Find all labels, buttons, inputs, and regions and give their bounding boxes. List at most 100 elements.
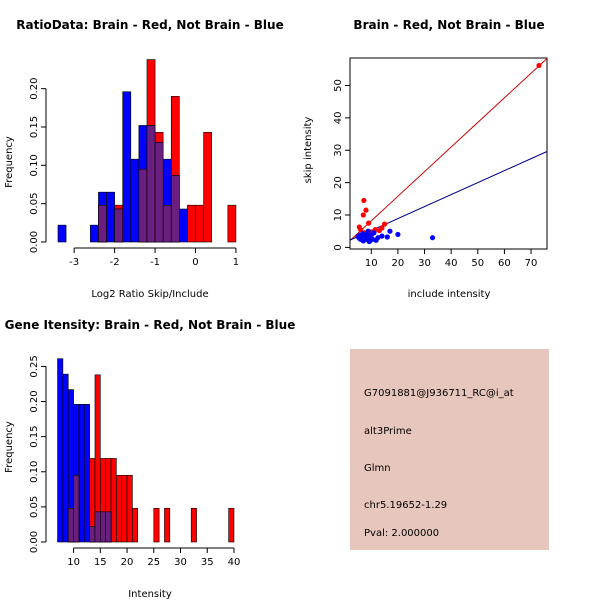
x-tick-label: 0	[192, 257, 198, 268]
brain-point	[536, 62, 542, 69]
brain-point	[366, 220, 372, 226]
scatter-points	[355, 62, 542, 245]
y-tick-label: 0.05	[29, 496, 40, 518]
y-tick-label: 0.25	[29, 355, 40, 377]
x-tick-label: 1	[233, 257, 239, 268]
scatter-title: Brain - Red, Not Brain - Blue	[353, 18, 544, 32]
y-tick-label: 0.05	[29, 193, 40, 215]
overlap-bar	[100, 511, 106, 543]
scatter-x-axis: 10 20 30 40 50 60 70	[365, 248, 538, 269]
event-type-text: alt3Prime	[364, 426, 412, 437]
not-brain-bar	[57, 358, 64, 543]
ratio-histogram-y-axis: 0.00 0.05 0.10 0.15 0.20	[29, 78, 47, 253]
brain-point	[360, 212, 366, 218]
intensity-histogram-y-axis: 0.00 0.05 0.10 0.15 0.20 0.25	[29, 355, 47, 553]
overlap-bar	[67, 507, 74, 543]
scatter-plot-frame	[349, 57, 548, 250]
scatter-ylabel: skip intensity	[303, 117, 314, 184]
brain-point	[361, 197, 367, 204]
ratio-histogram-bars	[57, 59, 237, 243]
scatter-y-axis: 0 10 20 30 40 50	[333, 79, 350, 251]
overlap-bar	[138, 168, 148, 243]
not-brain-bar	[62, 373, 69, 543]
x-tick-label: 15	[94, 557, 107, 568]
pval-text: Pval: 2.000000	[364, 528, 439, 539]
y-tick-label: 10	[333, 209, 344, 222]
x-tick-label: 40	[445, 258, 458, 269]
y-tick-label: 0.00	[29, 231, 40, 253]
x-tick-label: 25	[147, 557, 160, 568]
brain-bar	[164, 507, 171, 543]
x-tick-label: 10	[67, 557, 80, 568]
y-tick-label: 0.00	[29, 531, 40, 553]
x-tick-label: 60	[498, 258, 511, 269]
x-tick-label: 70	[525, 258, 538, 269]
x-tick-label: 50	[471, 258, 484, 269]
not-brain-bar	[57, 224, 67, 243]
gene-name-text: Glmn	[364, 463, 391, 474]
x-tick-label: -2	[110, 257, 120, 268]
ratio-histogram-xlabel: Log2 Ratio Skip/Include	[91, 289, 208, 300]
x-tick-label: -3	[69, 257, 79, 268]
not-brain-point	[429, 235, 436, 241]
probe-info-panel: G7091881@J936711_RC@i_at alt3Prime Glmn …	[350, 349, 549, 550]
x-tick-label: 10	[365, 258, 378, 269]
y-tick-label: 0.20	[29, 390, 40, 412]
overlap-bar	[154, 142, 164, 243]
scatter-xlabel: include intensity	[408, 289, 491, 300]
overlap-bar	[170, 175, 180, 243]
brain-bar	[227, 204, 237, 243]
ratio-histogram-ylabel: Frequency	[4, 136, 15, 188]
brain-bar	[203, 132, 212, 243]
y-tick-label: 50	[333, 79, 344, 92]
brain-bar	[190, 507, 197, 543]
not-brain-point	[395, 231, 401, 238]
not-brain-bar	[90, 224, 99, 243]
scatter-fit-lines	[349, 58, 548, 241]
not-brain-point	[366, 238, 372, 245]
intensity-histogram-xlabel: Intensity	[128, 589, 172, 600]
brain-bar	[132, 507, 139, 543]
y-tick-label: 0.15	[29, 426, 40, 448]
x-tick-label: 30	[174, 557, 187, 568]
x-tick-label: 30	[418, 258, 431, 269]
y-tick-label: 0.10	[29, 154, 40, 176]
y-tick-label: 20	[333, 176, 344, 189]
y-tick-label: 0.15	[29, 116, 40, 138]
brain-fit-line	[349, 58, 548, 241]
ratio-histogram-title: RatioData: Brain - Red, Not Brain - Blue	[16, 18, 283, 32]
brain-bar	[110, 458, 117, 543]
not-brain-bar	[106, 191, 115, 243]
x-tick-label: 35	[201, 557, 214, 568]
brain-bar	[121, 474, 128, 543]
x-tick-label: 20	[121, 557, 134, 568]
brain-point	[363, 207, 369, 213]
overlap-bar	[114, 208, 124, 243]
y-tick-label: 0	[333, 244, 344, 250]
not-brain-point	[387, 228, 393, 234]
brain-bar	[126, 474, 133, 543]
overlap-bar	[105, 511, 112, 543]
info-panel-background	[350, 349, 549, 550]
overlap-bar	[89, 526, 96, 543]
not-brain-point	[384, 234, 390, 240]
brain-point	[382, 221, 388, 227]
brain-bar	[116, 474, 122, 543]
overlap-bar	[98, 204, 107, 243]
not-brain-bar	[130, 158, 140, 243]
x-tick-label: 20	[392, 258, 405, 269]
y-tick-label: 30	[333, 144, 344, 157]
brain-bar	[187, 204, 196, 243]
not-brain-point	[379, 233, 385, 239]
brain-bar	[153, 507, 160, 543]
y-tick-label: 0.10	[29, 461, 40, 483]
not-brain-point	[373, 237, 379, 243]
intensity-histogram-panel: Gene Itensity: Brain - Red, Not Brain - …	[4, 318, 295, 600]
intensity-histogram-ylabel: Frequency	[4, 421, 15, 473]
not-brain-bar	[122, 91, 132, 243]
not-brain-bar	[179, 208, 188, 243]
overlap-bar	[73, 474, 80, 543]
intensity-histogram-x-axis: 10 15 20 25 30 35 40	[67, 547, 240, 568]
ratio-histogram-panel: RatioData: Brain - Red, Not Brain - Blue…	[4, 18, 284, 300]
